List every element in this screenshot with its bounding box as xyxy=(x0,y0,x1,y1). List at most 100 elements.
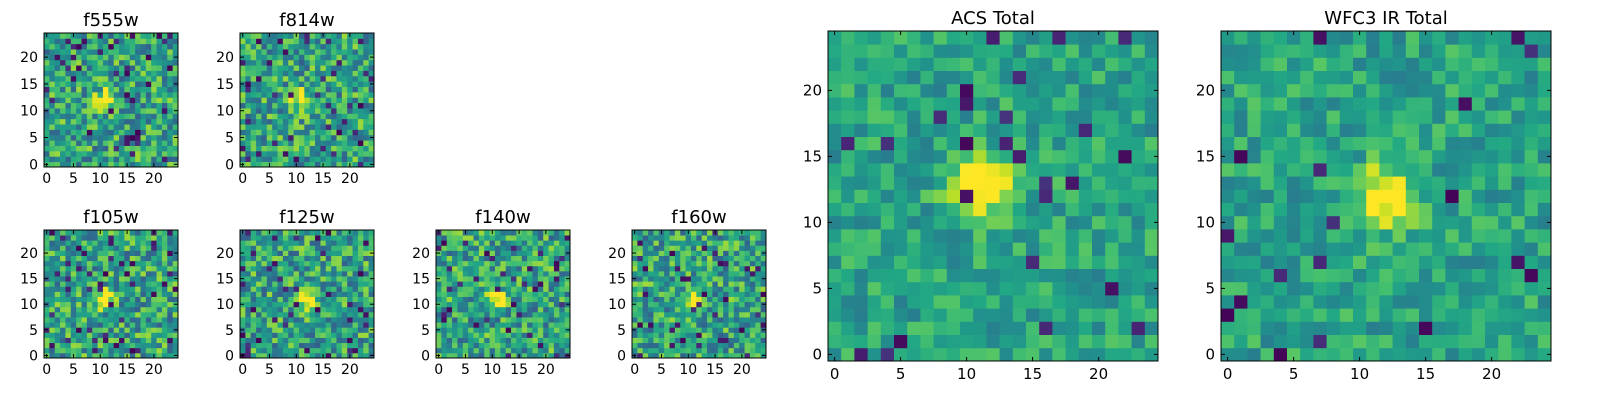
heatmap-cell xyxy=(1078,57,1093,71)
heatmap-cell xyxy=(685,250,692,256)
heatmap-cell xyxy=(81,291,88,297)
heatmap-cell xyxy=(648,291,654,297)
heatmap-cell xyxy=(637,276,644,282)
heatmap-cell xyxy=(946,308,961,322)
heatmap-cell xyxy=(325,33,332,39)
heatmap-cell xyxy=(1012,176,1027,190)
heatmap-cell xyxy=(288,59,294,66)
heatmap-cell xyxy=(277,327,284,333)
heatmap-cell xyxy=(92,322,98,328)
heatmap-cell xyxy=(298,108,305,114)
heatmap-cell xyxy=(151,332,157,338)
heatmap-cell xyxy=(282,317,289,323)
heatmap-cell xyxy=(341,337,348,344)
heatmap-cell xyxy=(240,337,246,344)
heatmap-cell xyxy=(320,124,327,130)
heatmap-cell xyxy=(341,240,348,246)
heatmap-cell xyxy=(240,311,246,318)
heatmap-cell xyxy=(97,65,104,71)
heatmap-cell xyxy=(1260,163,1275,177)
heatmap-cell xyxy=(1353,268,1367,283)
heatmap-cell xyxy=(712,265,719,272)
heatmap-cell xyxy=(161,49,168,55)
heatmap-cell xyxy=(701,337,708,344)
heatmap-cell xyxy=(86,134,93,141)
heatmap-cell xyxy=(336,75,343,82)
heatmap-cell xyxy=(240,113,246,120)
heatmap-cell xyxy=(664,240,670,246)
heatmap-cell xyxy=(44,70,50,77)
heatmap-cell xyxy=(368,342,375,349)
heatmap-cell xyxy=(60,43,66,50)
heatmap-cell xyxy=(452,235,458,241)
heatmap-cell xyxy=(1405,242,1420,256)
heatmap-cell xyxy=(1379,295,1393,309)
x-tick-label: 15 xyxy=(314,171,332,187)
heatmap-cell xyxy=(140,240,147,246)
heatmap-cell xyxy=(1273,176,1288,190)
heatmap-cell xyxy=(172,291,179,297)
heatmap-cell xyxy=(854,255,868,269)
heatmap-cell xyxy=(733,245,740,251)
heatmap-cell xyxy=(452,311,458,318)
heatmap-cell xyxy=(102,317,109,323)
heatmap-cell xyxy=(527,322,533,328)
heatmap-cell xyxy=(446,260,453,267)
heatmap-cell xyxy=(1012,268,1027,283)
heatmap-cell xyxy=(266,108,273,114)
heatmap-cell xyxy=(245,327,252,333)
heatmap-cell xyxy=(108,301,115,308)
heatmap-cell xyxy=(744,255,751,262)
heatmap-cell xyxy=(250,43,257,50)
heatmap-cell xyxy=(637,352,644,359)
heatmap-cell xyxy=(1524,202,1539,217)
heatmap-cell xyxy=(658,301,665,308)
heatmap-cell xyxy=(357,327,364,333)
heatmap-cell xyxy=(368,230,375,236)
heatmap-cell xyxy=(674,301,681,308)
heatmap-cell xyxy=(664,250,670,256)
heatmap-cell xyxy=(1498,215,1512,230)
heatmap-cell xyxy=(151,118,157,125)
heatmap-cell xyxy=(347,260,353,267)
heatmap-cell xyxy=(145,156,152,163)
heatmap-cell xyxy=(97,86,104,93)
heatmap-cell xyxy=(1432,229,1446,243)
heatmap-cell xyxy=(97,286,104,292)
heatmap-cell xyxy=(986,255,1000,269)
heatmap-cell xyxy=(690,296,697,303)
heatmap-cell xyxy=(755,265,762,272)
heatmap-cell xyxy=(733,270,740,277)
heatmap-cell xyxy=(151,81,157,87)
heatmap-cell xyxy=(336,161,343,168)
heatmap-cell xyxy=(1078,295,1093,309)
heatmap-cell xyxy=(999,189,1014,203)
heatmap-cell xyxy=(933,57,948,71)
heatmap-cell xyxy=(266,342,273,349)
heatmap-cell xyxy=(245,70,252,77)
heatmap-cell xyxy=(245,291,252,297)
heatmap-cell xyxy=(760,286,767,292)
heatmap-cell xyxy=(690,322,697,328)
heatmap-cell xyxy=(1118,123,1132,137)
heatmap-cell xyxy=(357,276,364,282)
heatmap-cell xyxy=(484,306,490,313)
heatmap-cell xyxy=(54,38,61,45)
heatmap-cell xyxy=(489,235,496,241)
heatmap-cell xyxy=(54,301,61,308)
heatmap-cell xyxy=(309,332,316,338)
panel-title: f814w xyxy=(279,10,334,31)
heatmap-cell xyxy=(70,91,77,98)
heatmap-cell xyxy=(1065,308,1080,322)
heatmap-cell xyxy=(363,75,370,82)
heatmap-cell xyxy=(462,322,469,328)
heatmap-cell xyxy=(298,342,305,349)
heatmap-cell xyxy=(161,43,168,50)
heatmap-cell xyxy=(841,189,855,203)
heatmap-cell xyxy=(696,230,703,236)
heatmap-cell xyxy=(363,332,370,338)
heatmap-cell xyxy=(1445,176,1459,190)
heatmap-cell xyxy=(277,250,284,256)
heatmap-cell xyxy=(933,83,948,98)
